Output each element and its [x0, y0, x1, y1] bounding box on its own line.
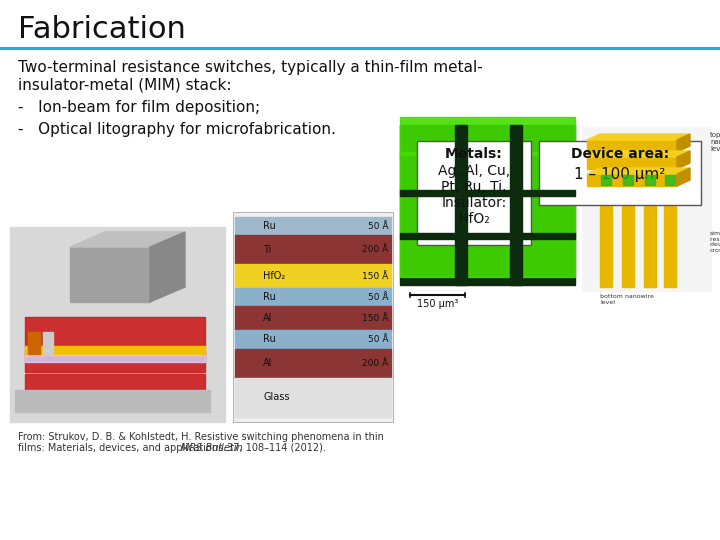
Text: Device area:: Device area:	[571, 147, 669, 161]
Text: Al: Al	[263, 358, 272, 368]
Polygon shape	[587, 168, 690, 174]
Text: HfO₂: HfO₂	[458, 212, 490, 226]
Polygon shape	[644, 192, 664, 197]
Text: similar
resistive switching
devices at each
crosspoint: similar resistive switching devices at e…	[710, 231, 720, 253]
Text: Ag, Al, Cu,: Ag, Al, Cu,	[438, 164, 510, 178]
Bar	[233, 212, 393, 422]
Bar	[400, 233, 575, 239]
Bar	[665, 175, 675, 185]
Text: 50 Å: 50 Å	[367, 222, 388, 231]
Bar	[15, 390, 210, 412]
Bar	[601, 175, 611, 185]
Text: 150 Å: 150 Å	[361, 272, 388, 281]
Bar	[455, 125, 467, 285]
Bar	[400, 125, 575, 285]
Polygon shape	[70, 232, 185, 247]
Bar	[235, 330, 391, 349]
Text: level: level	[600, 300, 615, 305]
Bar	[600, 197, 612, 287]
Bar	[235, 349, 391, 377]
Polygon shape	[664, 192, 684, 197]
Text: 50 Å: 50 Å	[367, 335, 388, 344]
Text: films: Materials, devices, and applications.: films: Materials, devices, and applicati…	[18, 443, 230, 453]
Text: 150 Å: 150 Å	[361, 314, 388, 323]
FancyBboxPatch shape	[417, 141, 531, 245]
Bar	[645, 175, 655, 185]
Polygon shape	[587, 134, 690, 140]
Bar	[235, 235, 391, 265]
Bar	[25, 355, 205, 362]
Bar	[25, 317, 205, 347]
Bar	[400, 117, 575, 155]
Polygon shape	[622, 192, 642, 197]
Text: insulator-metal (MIM) stack:: insulator-metal (MIM) stack:	[18, 78, 232, 93]
Bar	[43, 332, 53, 354]
Text: 200 Å: 200 Å	[362, 245, 388, 254]
Text: bottom nanowire: bottom nanowire	[600, 294, 654, 299]
Text: HfO₂: HfO₂	[263, 271, 285, 281]
Text: 1 – 100 μm²: 1 – 100 μm²	[575, 167, 666, 182]
FancyBboxPatch shape	[539, 141, 701, 205]
Text: Ru: Ru	[263, 221, 276, 231]
Text: Al: Al	[263, 313, 272, 323]
Polygon shape	[677, 168, 690, 186]
Bar	[400, 152, 575, 190]
Polygon shape	[70, 247, 150, 302]
Text: -   Optical litography for microfabrication.: - Optical litography for microfabricatio…	[18, 122, 336, 137]
Bar	[235, 265, 391, 288]
Polygon shape	[677, 151, 690, 169]
Bar	[622, 197, 634, 287]
Bar	[587, 174, 677, 186]
Bar	[400, 239, 575, 277]
Bar	[235, 288, 391, 307]
Text: From: Strukov, D. B. & Kohlstedt, H. Resistive switching phenomena in thin: From: Strukov, D. B. & Kohlstedt, H. Res…	[18, 432, 384, 442]
Text: MRS Bulletin: MRS Bulletin	[181, 443, 243, 453]
Bar	[235, 217, 391, 235]
Polygon shape	[587, 151, 690, 157]
Bar	[28, 332, 40, 354]
Bar	[400, 195, 575, 233]
Text: Ru: Ru	[263, 334, 276, 345]
Text: Fabrication: Fabrication	[18, 15, 186, 44]
Text: Metals:: Metals:	[445, 147, 503, 161]
Bar	[510, 125, 522, 285]
Polygon shape	[600, 192, 620, 197]
Bar	[25, 350, 205, 372]
Polygon shape	[677, 134, 690, 152]
Text: top
nanowire
level: top nanowire level	[710, 132, 720, 152]
Text: Insulator:: Insulator:	[441, 196, 507, 210]
Text: Glass: Glass	[263, 392, 289, 402]
Bar	[587, 157, 677, 169]
Bar	[25, 346, 205, 354]
Bar	[235, 307, 391, 330]
Bar	[587, 140, 677, 152]
Text: Ru: Ru	[263, 292, 276, 302]
Bar	[623, 175, 633, 185]
Text: Two-terminal resistance switches, typically a thin-film metal-: Two-terminal resistance switches, typica…	[18, 60, 482, 75]
Bar	[25, 374, 205, 392]
Polygon shape	[150, 232, 185, 302]
Bar	[400, 190, 575, 196]
Text: 37, 108–114 (2012).: 37, 108–114 (2012).	[225, 443, 326, 453]
Text: 200 Å: 200 Å	[362, 359, 388, 368]
Bar	[644, 197, 656, 287]
Text: 150 μm³: 150 μm³	[417, 299, 458, 309]
Text: -   Ion-beam for film deposition;: - Ion-beam for film deposition;	[18, 100, 260, 115]
Bar	[582, 127, 712, 292]
Text: Pt, Ru, Ti.: Pt, Ru, Ti.	[441, 180, 507, 194]
Bar	[235, 377, 391, 417]
Text: 50 Å: 50 Å	[367, 293, 388, 302]
Bar	[664, 197, 676, 287]
Text: Ti: Ti	[263, 245, 271, 255]
Bar	[10, 227, 225, 422]
